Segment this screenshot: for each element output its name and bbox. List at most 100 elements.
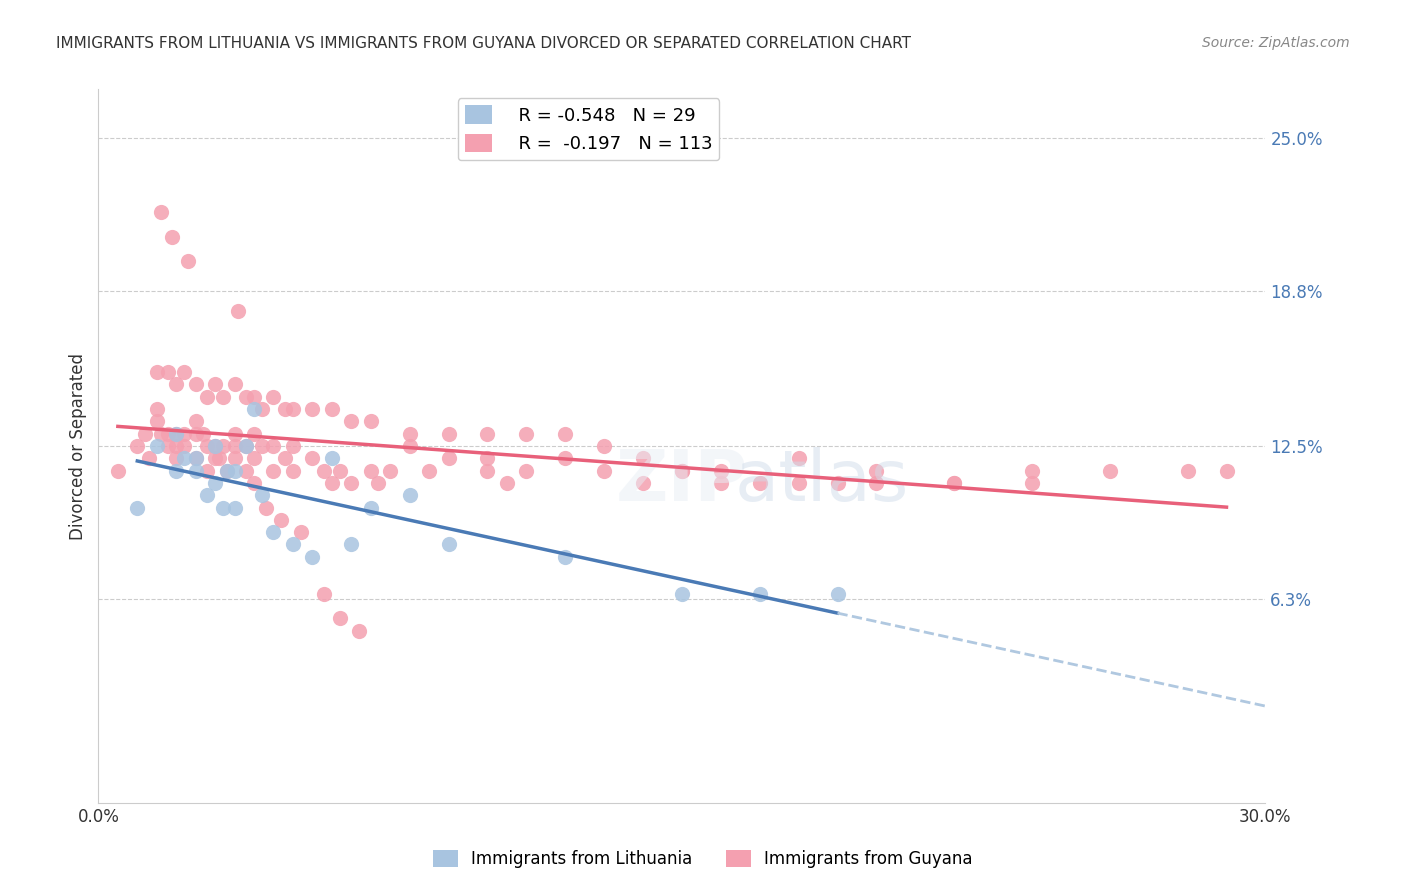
Point	[710, 475, 733, 490]
Point	[329, 611, 352, 625]
Text: atlas: atlas	[735, 447, 910, 516]
Point	[274, 402, 297, 417]
Point	[671, 587, 693, 601]
Point	[437, 537, 460, 551]
Y-axis label: Divorced or Separated: Divorced or Separated	[69, 352, 87, 540]
Point	[184, 451, 207, 466]
Point	[173, 439, 195, 453]
Point	[347, 624, 370, 638]
Point	[710, 464, 733, 478]
Point	[262, 464, 284, 478]
Point	[138, 451, 160, 466]
Point	[865, 475, 887, 490]
Point	[204, 377, 226, 392]
Point	[146, 402, 169, 417]
Point	[195, 439, 218, 453]
Point	[184, 414, 207, 428]
Point	[748, 587, 770, 601]
Text: IMMIGRANTS FROM LITHUANIA VS IMMIGRANTS FROM GUYANA DIVORCED OR SEPARATED CORREL: IMMIGRANTS FROM LITHUANIA VS IMMIGRANTS …	[56, 36, 911, 51]
Point	[243, 475, 266, 490]
Point	[554, 549, 576, 564]
Point	[1215, 464, 1237, 478]
Point	[321, 475, 343, 490]
Point	[631, 451, 654, 466]
Point	[212, 390, 235, 404]
Point	[398, 488, 420, 502]
Point	[360, 500, 382, 515]
Text: Source: ZipAtlas.com: Source: ZipAtlas.com	[1202, 36, 1350, 50]
Point	[184, 464, 207, 478]
Point	[173, 365, 195, 379]
Point	[321, 451, 343, 466]
Point	[134, 426, 156, 441]
Point	[195, 390, 218, 404]
Point	[149, 205, 172, 219]
Point	[184, 426, 207, 441]
Point	[787, 475, 810, 490]
Text: ZIP: ZIP	[616, 447, 748, 516]
Point	[340, 414, 363, 428]
Point	[1098, 464, 1121, 478]
Point	[398, 439, 420, 453]
Point	[262, 525, 284, 540]
Point	[281, 537, 304, 551]
Point	[515, 464, 537, 478]
Point	[378, 464, 402, 478]
Point	[340, 475, 363, 490]
Point	[748, 475, 770, 490]
Point	[212, 439, 235, 453]
Point	[270, 513, 292, 527]
Point	[301, 549, 323, 564]
Legend:   R = -0.548   N = 29,   R =  -0.197   N = 113: R = -0.548 N = 29, R = -0.197 N = 113	[458, 98, 720, 161]
Point	[340, 537, 363, 551]
Point	[162, 230, 184, 244]
Point	[827, 475, 849, 490]
Point	[254, 500, 277, 515]
Point	[235, 464, 257, 478]
Point	[398, 426, 420, 441]
Point	[127, 439, 149, 453]
Point	[157, 365, 180, 379]
Point	[593, 464, 616, 478]
Point	[367, 475, 389, 490]
Point	[224, 451, 246, 466]
Point	[281, 402, 304, 417]
Point	[157, 426, 180, 441]
Point	[671, 464, 693, 478]
Point	[301, 402, 323, 417]
Point	[165, 377, 187, 392]
Point	[165, 451, 187, 466]
Point	[228, 303, 250, 318]
Point	[165, 426, 187, 441]
Point	[593, 439, 616, 453]
Point	[243, 451, 266, 466]
Point	[173, 426, 195, 441]
Point	[204, 475, 226, 490]
Point	[554, 451, 576, 466]
Point	[437, 426, 460, 441]
Point	[215, 464, 238, 478]
Point	[262, 439, 284, 453]
Point	[943, 475, 966, 490]
Point	[224, 439, 246, 453]
Point	[195, 464, 218, 478]
Point	[107, 464, 129, 478]
Point	[184, 377, 207, 392]
Point	[865, 464, 887, 478]
Point	[281, 439, 304, 453]
Point	[243, 402, 266, 417]
Point	[312, 464, 335, 478]
Point	[208, 451, 231, 466]
Point	[671, 464, 693, 478]
Point	[274, 451, 297, 466]
Point	[224, 426, 246, 441]
Point	[184, 451, 207, 466]
Point	[301, 451, 323, 466]
Point	[1177, 464, 1199, 478]
Point	[127, 500, 149, 515]
Point	[224, 500, 246, 515]
Point	[312, 587, 335, 601]
Point	[149, 426, 172, 441]
Point	[554, 426, 576, 441]
Point	[193, 426, 215, 441]
